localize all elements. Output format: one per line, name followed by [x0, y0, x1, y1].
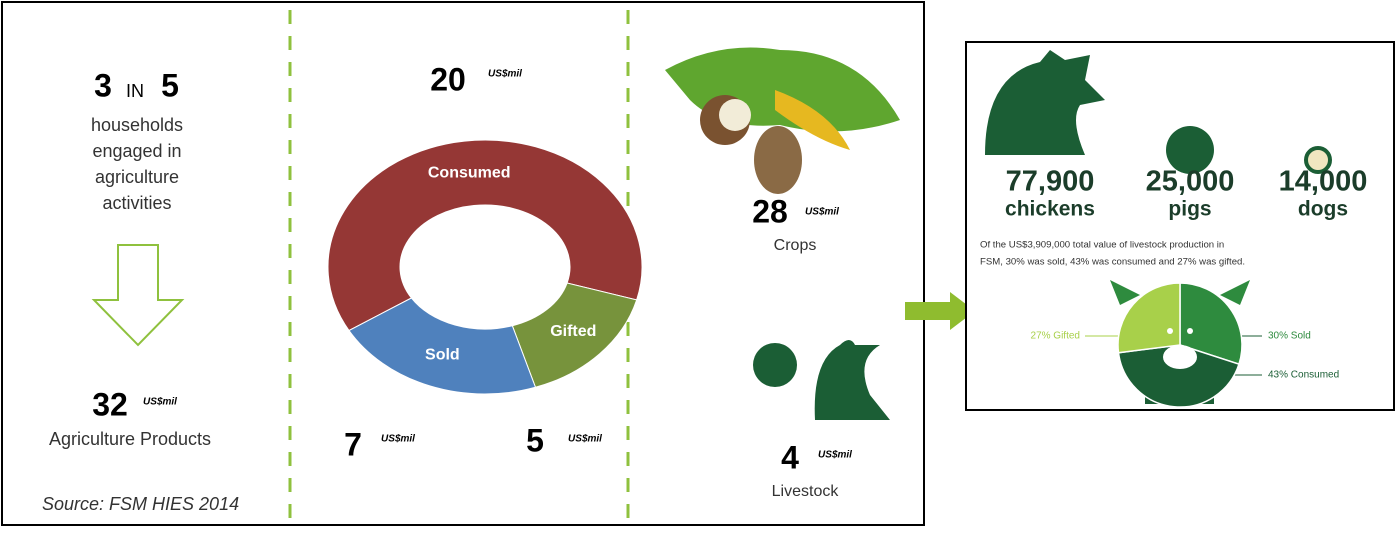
caption: engaged in	[92, 141, 181, 161]
right-arrow	[905, 292, 975, 330]
dog-icon	[1304, 146, 1332, 174]
livestock-label: Livestock	[772, 483, 840, 500]
pig-eye	[1187, 328, 1193, 334]
stat-label: pigs	[1168, 198, 1211, 221]
ratio: IN	[126, 81, 144, 101]
unit: US$mil	[568, 434, 602, 445]
pig-icon	[753, 343, 797, 387]
coconut-icon	[719, 99, 751, 131]
chicken-icon	[985, 50, 1105, 155]
pie-segment	[1117, 344, 1240, 408]
donut-segment	[348, 297, 537, 395]
pig-snout	[1163, 345, 1197, 369]
ratio: 5	[161, 67, 179, 103]
stat-label: chickens	[1005, 198, 1095, 221]
donut-segment	[327, 139, 643, 332]
pie-segment	[1179, 282, 1243, 366]
value-label: 7	[344, 426, 362, 462]
taro-icon	[754, 126, 802, 194]
pig-ears	[1110, 280, 1250, 305]
pie-segment	[1117, 282, 1181, 354]
down-arrow	[91, 244, 185, 347]
stat-value: 14,000	[1279, 166, 1368, 198]
caption: activities	[102, 193, 171, 213]
note: Of the US$3,909,000 total value of lives…	[980, 240, 1224, 251]
stat-label: dogs	[1298, 198, 1348, 221]
pie-label: 30% Sold	[1268, 331, 1311, 342]
unit: US$mil	[488, 69, 522, 80]
chicken-icon	[814, 340, 890, 420]
pie-label: 27% Gifted	[1031, 331, 1080, 342]
caption: households	[91, 115, 183, 135]
source: Source: FSM HIES 2014	[42, 494, 239, 514]
stat-value: 25,000	[1146, 166, 1235, 198]
pie-label: 43% Consumed	[1268, 370, 1339, 381]
pig-icon	[1166, 126, 1214, 174]
total: 32	[92, 386, 128, 422]
unit: US$mil	[143, 397, 177, 408]
crops-value: 28	[752, 193, 788, 229]
value-label: 5	[526, 422, 544, 458]
unit: US$mil	[805, 207, 839, 218]
livestock-value: 4	[781, 439, 799, 475]
value-label: 20	[430, 61, 466, 97]
caption: agriculture	[95, 167, 179, 187]
unit: US$mil	[381, 434, 415, 445]
segment-label: Gifted	[550, 323, 596, 340]
pig-eye	[1167, 328, 1173, 334]
banana-icon	[775, 90, 850, 150]
segment-label: Consumed	[428, 165, 511, 182]
segment-label: Sold	[425, 347, 460, 364]
total-label: Agriculture Products	[49, 429, 211, 449]
ratio: 3	[94, 67, 112, 103]
crops-label: Crops	[774, 237, 817, 254]
stat-value: 77,900	[1006, 166, 1095, 198]
note: FSM, 30% was sold, 43% was consumed and …	[980, 257, 1245, 268]
unit: US$mil	[818, 450, 852, 461]
